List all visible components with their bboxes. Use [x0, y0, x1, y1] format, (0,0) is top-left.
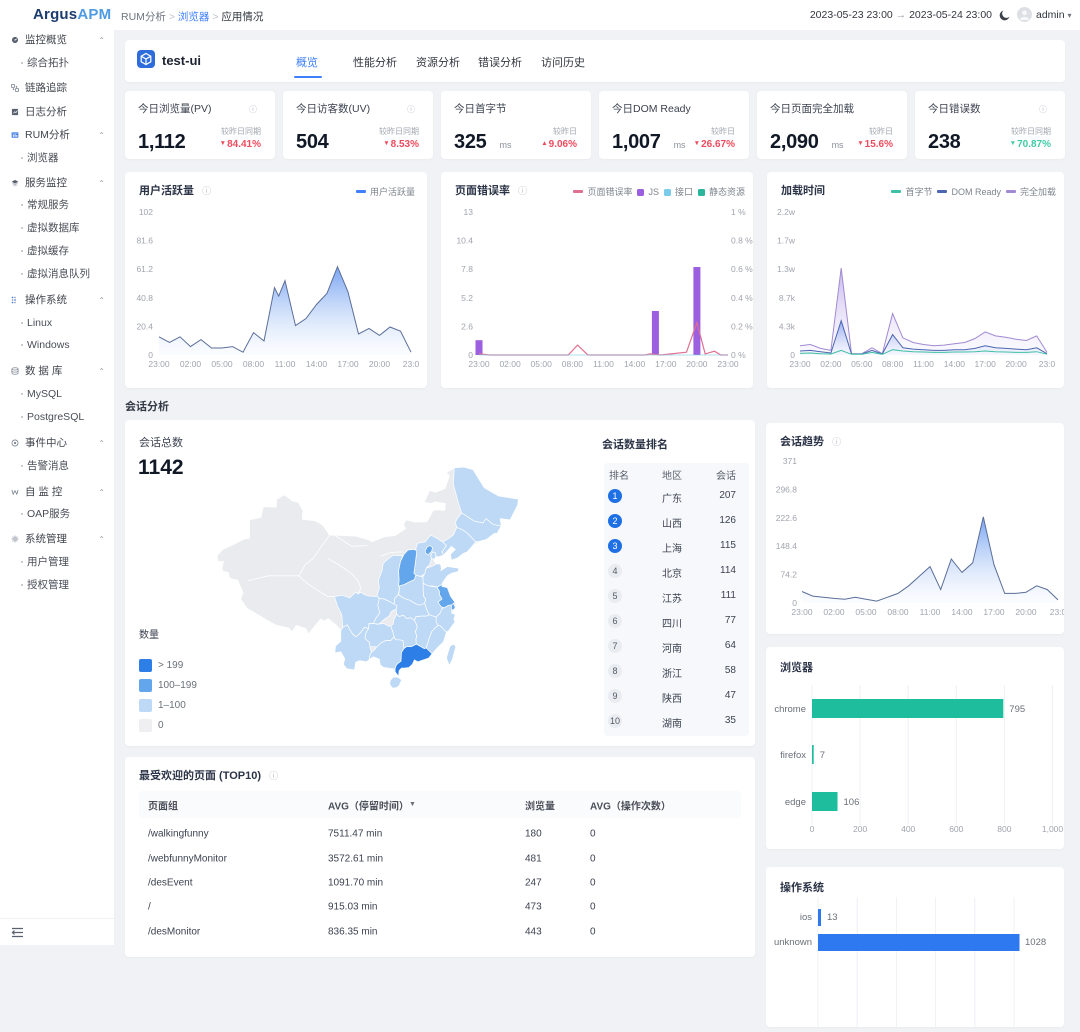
svg-text:11:00: 11:00: [275, 359, 296, 369]
svg-text:4.3k: 4.3k: [779, 321, 796, 331]
svg-text:23:00: 23:00: [468, 359, 490, 369]
svg-text:600: 600: [949, 824, 963, 834]
svg-text:800: 800: [997, 824, 1011, 834]
svg-text:17:00: 17:00: [975, 359, 997, 369]
svg-text:1028: 1028: [1025, 937, 1046, 948]
svg-text:2.2w: 2.2w: [777, 207, 796, 217]
svg-text:102: 102: [139, 207, 153, 217]
svg-text:0.2 %: 0.2 %: [731, 321, 753, 331]
svg-text:200: 200: [853, 824, 867, 834]
svg-text:795: 795: [1009, 704, 1025, 715]
svg-text:2.6: 2.6: [461, 321, 473, 331]
svg-text:20:00: 20:00: [686, 359, 708, 369]
svg-text:13: 13: [827, 912, 838, 923]
svg-text:13: 13: [464, 207, 474, 217]
svg-text:11:00: 11:00: [593, 359, 614, 369]
svg-text:20:00: 20:00: [1015, 607, 1037, 617]
svg-text:11:00: 11:00: [920, 607, 941, 617]
svg-text:14:00: 14:00: [306, 359, 328, 369]
svg-text:23:0: 23:0: [1050, 607, 1064, 617]
svg-text:08:00: 08:00: [562, 359, 584, 369]
svg-text:02:00: 02:00: [820, 359, 842, 369]
svg-text:08:00: 08:00: [243, 359, 265, 369]
svg-text:17:00: 17:00: [337, 359, 359, 369]
svg-text:0 %: 0 %: [731, 350, 746, 360]
svg-text:edge: edge: [785, 797, 806, 808]
svg-text:10.4: 10.4: [456, 236, 473, 246]
svg-text:unknown: unknown: [774, 937, 812, 948]
svg-text:7: 7: [820, 750, 825, 761]
svg-text:firefox: firefox: [780, 750, 806, 761]
svg-text:1,000: 1,000: [1042, 824, 1064, 834]
svg-text:1.3w: 1.3w: [777, 264, 796, 274]
svg-text:05:00: 05:00: [851, 359, 873, 369]
svg-text:chrome: chrome: [774, 704, 806, 715]
svg-text:0: 0: [810, 824, 815, 834]
svg-text:20:00: 20:00: [1005, 359, 1027, 369]
svg-text:14:00: 14:00: [624, 359, 646, 369]
svg-text:0: 0: [468, 350, 473, 360]
svg-text:23:0: 23:0: [1039, 359, 1056, 369]
svg-text:0: 0: [792, 598, 797, 608]
svg-text:81.6: 81.6: [136, 236, 153, 246]
svg-text:74.2: 74.2: [780, 570, 797, 580]
svg-text:23:00: 23:00: [148, 359, 170, 369]
svg-text:23:00: 23:00: [789, 359, 811, 369]
svg-text:08:00: 08:00: [882, 359, 904, 369]
svg-text:0.6 %: 0.6 %: [731, 264, 753, 274]
svg-text:14:00: 14:00: [951, 607, 973, 617]
svg-text:14:00: 14:00: [944, 359, 966, 369]
svg-text:08:00: 08:00: [887, 607, 909, 617]
svg-text:0: 0: [790, 350, 795, 360]
svg-text:1.7w: 1.7w: [777, 236, 796, 246]
svg-text:02:00: 02:00: [180, 359, 202, 369]
svg-text:02:00: 02:00: [499, 359, 521, 369]
svg-text:222.6: 222.6: [776, 513, 798, 523]
svg-text:7.8: 7.8: [461, 264, 473, 274]
svg-text:ios: ios: [800, 912, 812, 923]
svg-text:1 %: 1 %: [731, 207, 746, 217]
svg-text:106: 106: [844, 797, 860, 808]
svg-text:0.4 %: 0.4 %: [731, 293, 753, 303]
svg-text:23:00: 23:00: [717, 359, 739, 369]
svg-text:17:00: 17:00: [655, 359, 677, 369]
svg-text:400: 400: [901, 824, 915, 834]
svg-text:05:00: 05:00: [211, 359, 233, 369]
svg-text:05:00: 05:00: [531, 359, 553, 369]
svg-text:371: 371: [783, 456, 797, 466]
svg-text:20:00: 20:00: [369, 359, 391, 369]
svg-text:17:00: 17:00: [983, 607, 1005, 617]
svg-text:02:00: 02:00: [823, 607, 845, 617]
svg-text:20.4: 20.4: [136, 321, 153, 331]
svg-text:05:00: 05:00: [855, 607, 877, 617]
svg-text:23:0: 23:0: [403, 359, 420, 369]
svg-text:0.8 %: 0.8 %: [731, 236, 753, 246]
svg-text:11:00: 11:00: [913, 359, 934, 369]
svg-text:40.8: 40.8: [136, 293, 153, 303]
svg-text:61.2: 61.2: [136, 264, 153, 274]
svg-text:0: 0: [148, 350, 153, 360]
svg-text:5.2: 5.2: [461, 293, 473, 303]
svg-text:296.8: 296.8: [776, 484, 798, 494]
svg-text:148.4: 148.4: [776, 541, 798, 551]
svg-text:23:00: 23:00: [791, 607, 813, 617]
svg-text:8.7k: 8.7k: [779, 293, 796, 303]
